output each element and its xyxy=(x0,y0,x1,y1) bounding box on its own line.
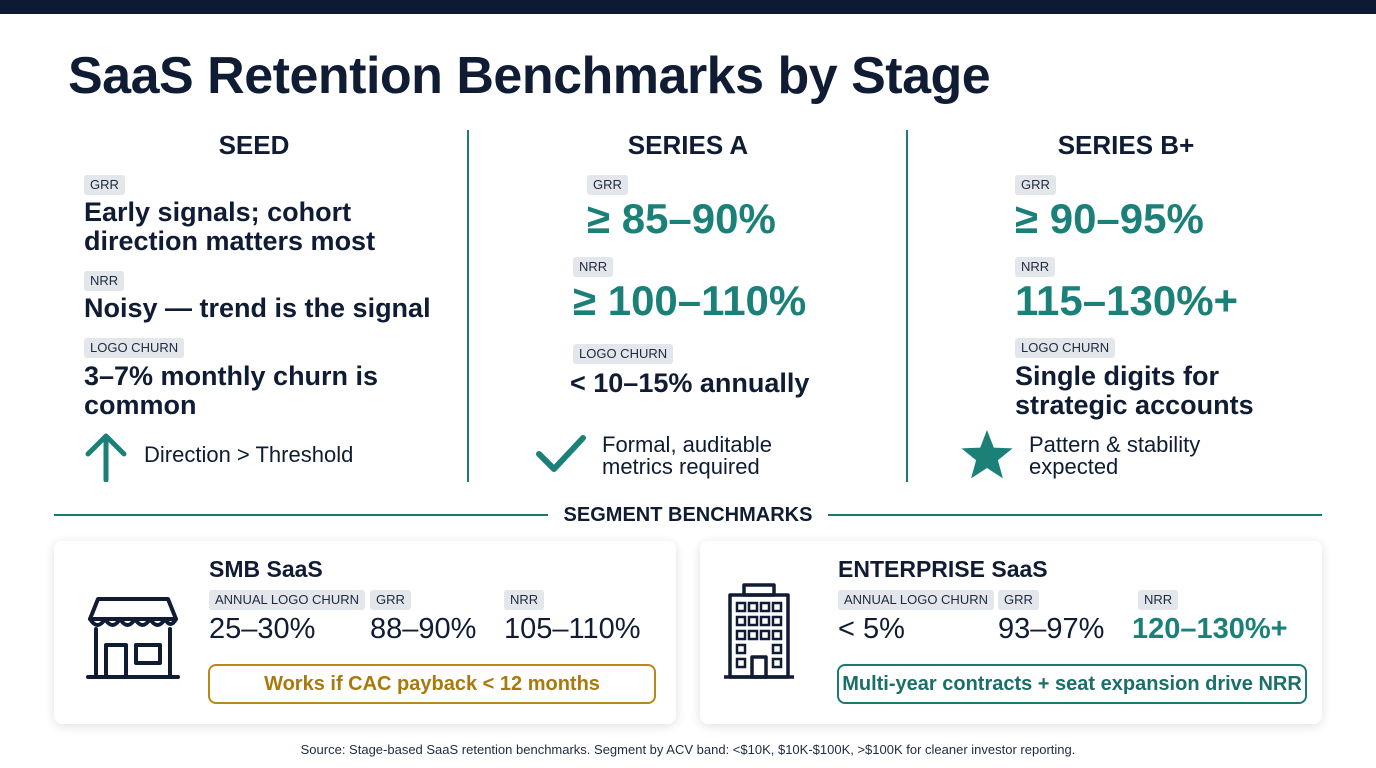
smb-logo-churn-value: 25–30% xyxy=(209,613,316,645)
storefront-icon xyxy=(86,597,180,679)
logo-churn-label: LOGO CHURN xyxy=(573,344,674,364)
checkmark-icon xyxy=(536,435,586,472)
series-a-grr-value: ≥ 85–90% xyxy=(587,195,776,242)
enterprise-grr-value: 93–97% xyxy=(998,613,1105,645)
smb-grr-value: 88–90% xyxy=(370,613,477,645)
grr-label: GRR xyxy=(998,590,1039,610)
star-icon xyxy=(961,430,1013,479)
logo-churn-label: LOGO CHURN xyxy=(1015,338,1116,358)
seed-logo-churn-value: 3–7% monthly churn is common xyxy=(84,361,379,420)
grr-label: GRR xyxy=(587,175,628,195)
stage-heading-seed: SEED xyxy=(218,130,290,160)
stage-heading-series-a: SERIES A xyxy=(627,130,749,160)
enterprise-nrr-value: 120–130%+ xyxy=(1132,613,1288,645)
top-bar xyxy=(0,0,1376,14)
nrr-label: NRR xyxy=(1015,257,1056,277)
grr-label: GRR xyxy=(370,590,411,610)
nrr-label: NRR xyxy=(573,257,614,277)
seed-grr-value: Early signals; cohort direction matters … xyxy=(84,197,376,256)
grr-label: GRR xyxy=(84,175,125,195)
source-note: Source: Stage-based SaaS retention bench… xyxy=(300,742,1076,757)
annual-logo-churn-label: ANNUAL LOGO CHURN xyxy=(838,590,994,610)
nrr-label: NRR xyxy=(504,590,545,610)
seed-nrr-value: Noisy — trend is the signal xyxy=(84,293,431,323)
series-a-note: Formal, auditable metrics required xyxy=(602,432,772,479)
column-divider xyxy=(467,130,469,482)
segment-heading: SEGMENT BENCHMARKS xyxy=(563,504,813,526)
column-divider xyxy=(906,130,908,482)
smb-title: SMB SaaS xyxy=(209,556,323,582)
logo-churn-label: LOGO CHURN xyxy=(84,338,185,358)
segment-divider-left xyxy=(54,514,548,516)
series-a-nrr-value: ≥ 100–110% xyxy=(573,277,807,324)
grr-label: GRR xyxy=(1015,175,1056,195)
page-title: SaaS Retention Benchmarks by Stage xyxy=(68,47,991,105)
series-a-logo-churn-value: < 10–15% annually xyxy=(570,368,810,398)
series-b-nrr-value: 115–130%+ xyxy=(1015,277,1239,324)
series-b-note: Pattern & stability expected xyxy=(1029,432,1201,479)
office-building-icon xyxy=(724,583,794,679)
enterprise-callout: Multi-year contracts + seat expansion dr… xyxy=(837,664,1307,704)
seed-note: Direction > Threshold xyxy=(144,442,354,467)
nrr-label: NRR xyxy=(1138,590,1179,610)
series-b-grr-value: ≥ 90–95% xyxy=(1015,195,1204,242)
enterprise-logo-churn-value: < 5% xyxy=(838,613,905,645)
enterprise-card: ENTERPRISE SaaS ANNUAL LOGO CHURN GRR NR… xyxy=(700,541,1322,724)
enterprise-title: ENTERPRISE SaaS xyxy=(838,556,1048,582)
smb-callout: Works if CAC payback < 12 months xyxy=(208,664,656,704)
stage-heading-series-b: SERIES B+ xyxy=(1057,130,1195,160)
smb-card: SMB SaaS ANNUAL LOGO CHURN GRR NRR 25–30… xyxy=(54,541,676,724)
arrow-up-icon xyxy=(85,433,127,482)
series-b-logo-churn-value: Single digits for strategic accounts xyxy=(1015,361,1254,420)
nrr-label: NRR xyxy=(84,271,125,291)
segment-divider-right xyxy=(828,514,1322,516)
annual-logo-churn-label: ANNUAL LOGO CHURN xyxy=(209,590,365,610)
smb-nrr-value: 105–110% xyxy=(504,613,641,645)
